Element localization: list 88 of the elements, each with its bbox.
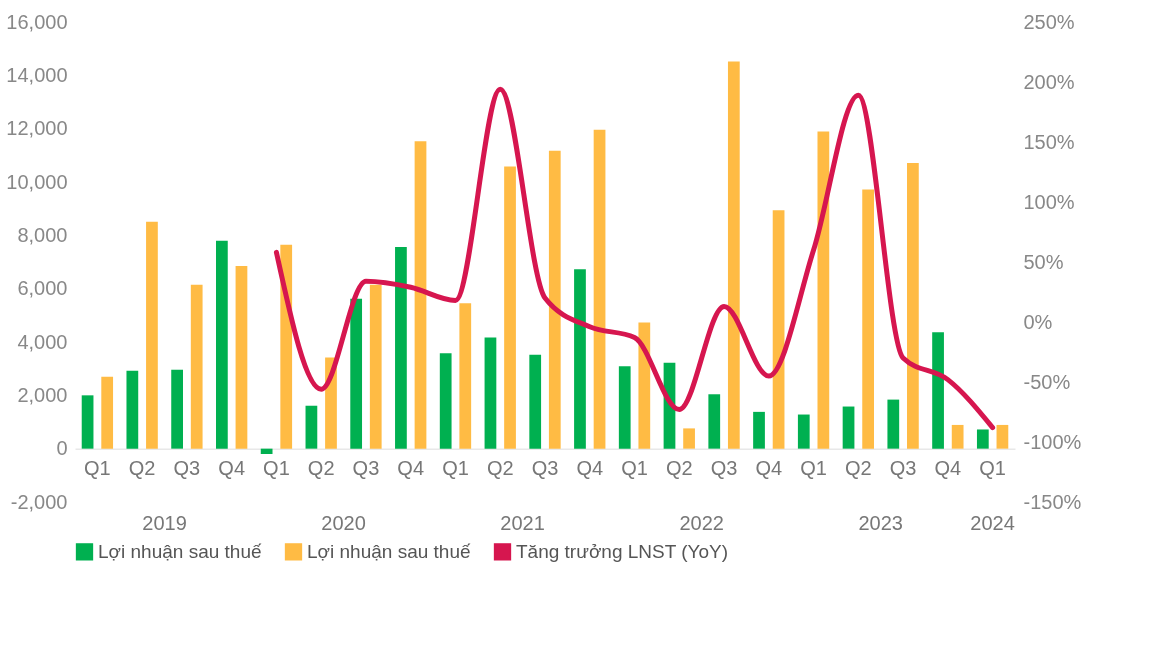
bar [81, 395, 94, 449]
bar [862, 189, 874, 449]
legend-label: Tăng trưởng LNST (YoY) [516, 540, 729, 562]
y-tick-label: -2,000 [10, 490, 68, 513]
bar [727, 61, 740, 449]
y-tick-label: 6,000 [17, 277, 68, 300]
bar [350, 298, 363, 449]
x-tick-label: Q4 [397, 457, 425, 480]
bar [817, 131, 830, 449]
x-tick-label: Q4 [218, 457, 246, 480]
legend-label: Lợi nhuận sau thuế [307, 540, 471, 562]
x-tick-label: Q4 [576, 457, 604, 480]
bar [772, 210, 785, 449]
y-tick-label: 14,000 [6, 63, 68, 86]
text: 2022 [679, 511, 724, 534]
bar [951, 424, 964, 449]
x-tick-label: Q2 [128, 457, 156, 480]
y-tick-label: 16,000 [6, 10, 68, 33]
text: 2021 [500, 511, 545, 534]
bar [618, 366, 631, 449]
x-tick-label: Q1 [263, 457, 290, 480]
y2-tick-label: -50% [1023, 370, 1071, 393]
bar [260, 448, 273, 454]
bar [126, 370, 139, 449]
y2-tick-label: 0% [1023, 310, 1053, 333]
y2-tick-label: 200% [1023, 70, 1075, 93]
y-tick-label: 4,000 [17, 330, 68, 353]
text: 2024 [970, 511, 1015, 534]
bar [190, 284, 203, 449]
bar [887, 399, 900, 449]
bar [216, 240, 228, 449]
bar [708, 394, 721, 449]
bar [484, 337, 497, 449]
y2-tick-label: 150% [1023, 130, 1075, 153]
bar [439, 353, 452, 449]
x-tick-label: Q2 [844, 457, 872, 480]
text: 2020 [321, 511, 366, 534]
bar [574, 269, 586, 449]
bar [548, 150, 561, 449]
x-tick-label: Q2 [307, 457, 335, 480]
y2-tick-label: -100% [1023, 430, 1082, 453]
legend-label: Lợi nhuận sau thuế [98, 540, 262, 562]
x-tick-label: Q1 [84, 457, 111, 480]
bar [907, 163, 919, 449]
bar [235, 266, 248, 449]
bar [797, 414, 810, 449]
bar [753, 411, 765, 449]
bar [504, 166, 516, 449]
bar [976, 429, 989, 449]
x-tick-label: Q1 [800, 457, 827, 480]
x-tick-label: Q4 [934, 457, 962, 480]
bar [146, 221, 158, 449]
bar [369, 284, 382, 449]
x-tick-label: Q3 [531, 457, 559, 480]
bar [101, 376, 114, 449]
x-tick-label: Q1 [979, 457, 1006, 480]
bar [932, 332, 944, 449]
x-tick-label: Q2 [665, 457, 693, 480]
y2-tick-label: 50% [1023, 250, 1064, 273]
bar [529, 354, 542, 449]
bar [305, 405, 318, 449]
bar [683, 428, 695, 449]
bar [996, 424, 1009, 449]
bar [459, 303, 472, 449]
x-tick-label: Q3 [889, 457, 917, 480]
bar [593, 129, 606, 449]
bar [638, 322, 651, 449]
y2-tick-label: 100% [1023, 190, 1075, 213]
x-tick-label: Q2 [486, 457, 514, 480]
y-tick-label: 0 [56, 437, 68, 460]
x-tick-label: Q3 [710, 457, 738, 480]
y2-tick-label: 250% [1023, 10, 1075, 33]
y-tick-label: 10,000 [6, 170, 68, 193]
bar [395, 247, 407, 449]
bar [171, 369, 183, 449]
x-tick-label: Q3 [352, 457, 380, 480]
x-tick-label: Q3 [173, 457, 201, 480]
y2-tick-label: -150% [1023, 490, 1082, 513]
y-tick-label: 12,000 [6, 117, 68, 140]
text: 2023 [858, 511, 903, 534]
text: 2019 [142, 511, 187, 534]
x-tick-label: Q4 [755, 457, 783, 480]
y-tick-label: 8,000 [17, 223, 68, 246]
y-tick-label: 2,000 [17, 383, 68, 406]
x-tick-label: Q1 [621, 457, 648, 480]
x-tick-label: Q1 [442, 457, 469, 480]
bar [842, 406, 855, 449]
bar [414, 141, 427, 449]
